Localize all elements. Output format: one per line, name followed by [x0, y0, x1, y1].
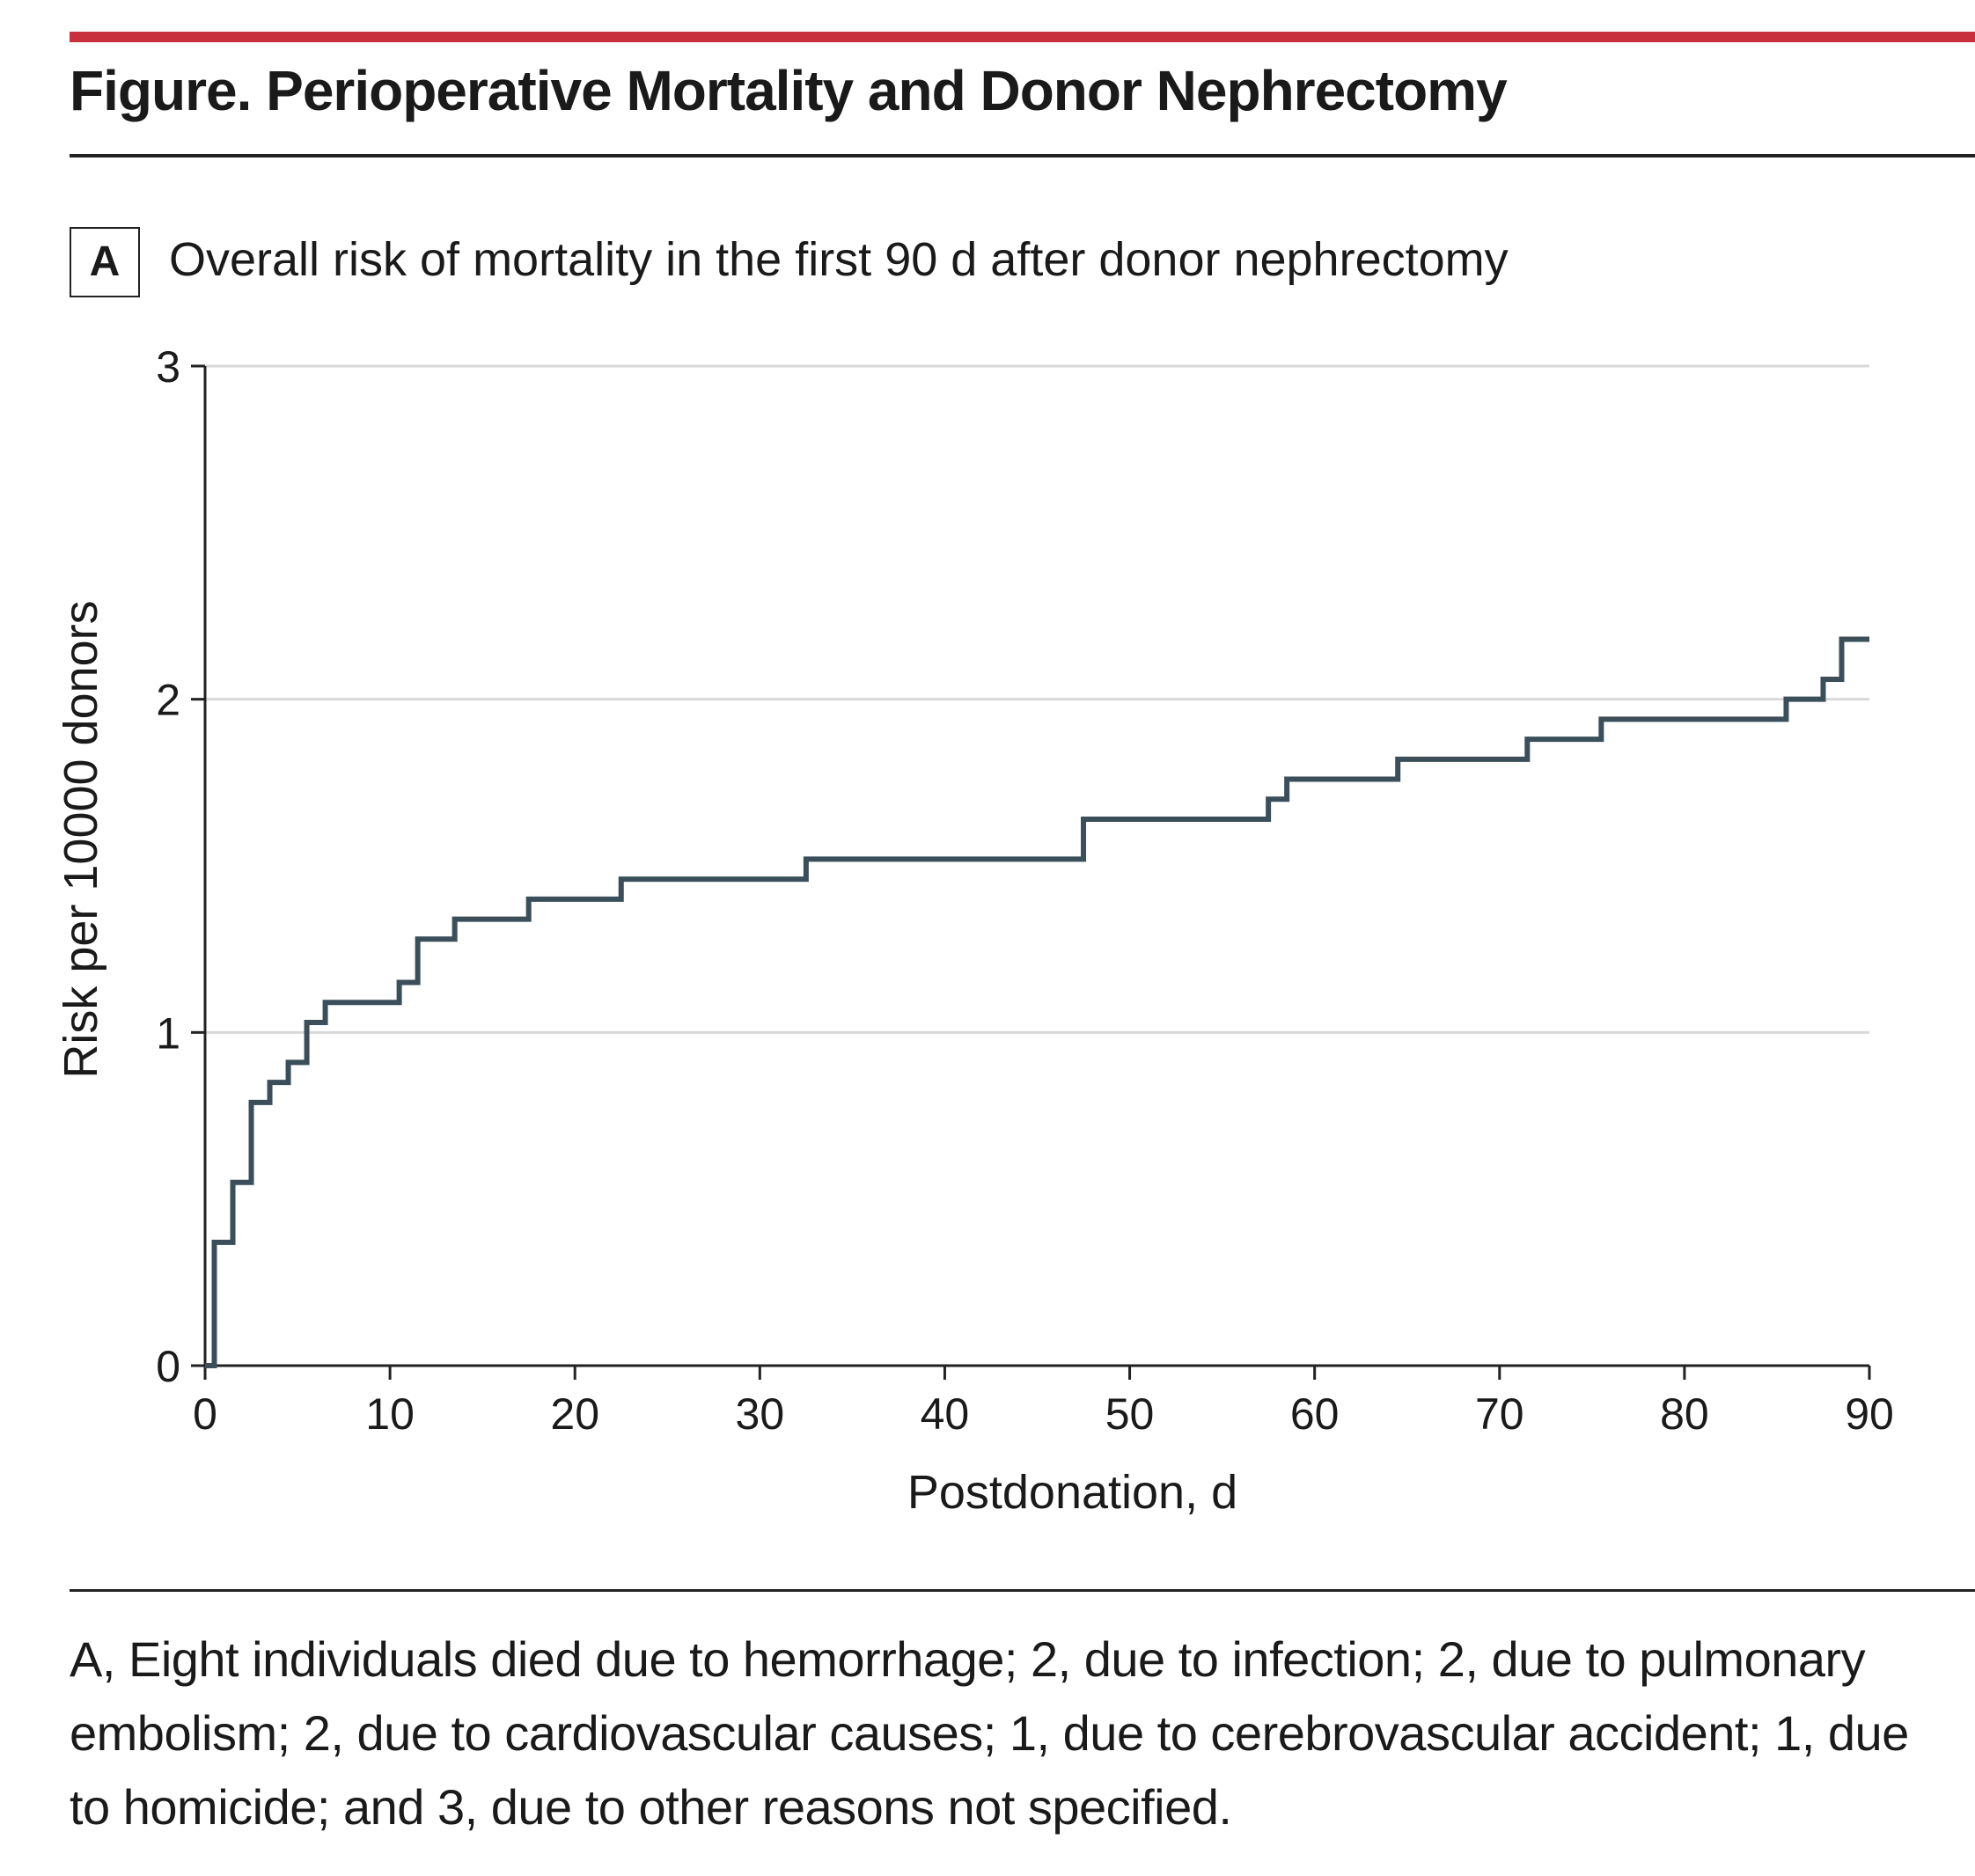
axes [203, 366, 1869, 1367]
x-tick-label-90: 90 [1845, 1389, 1894, 1439]
top-accent-bar [70, 32, 1975, 42]
x-tick-label-40: 40 [921, 1389, 970, 1439]
x-axis-title: Postdonation, d [907, 1466, 1237, 1519]
x-tick-label-30: 30 [736, 1389, 785, 1439]
figure-caption: A, Eight individuals died due to hemorrh… [70, 1631, 1909, 1835]
panel-title: Overall risk of mortality in the first 9… [169, 233, 1509, 286]
y-tick-label-0: 0 [156, 1342, 180, 1391]
x-tick-label-80: 80 [1660, 1389, 1709, 1439]
series [205, 636, 1869, 1368]
gridlines [205, 364, 1869, 1034]
series-line-0 [205, 636, 1869, 1368]
x-tick-label-50: 50 [1105, 1389, 1155, 1439]
y-axis-title: Risk per 10000 donors [55, 600, 107, 1078]
title-rule [70, 154, 1975, 158]
y-tick-label-1: 1 [156, 1008, 180, 1058]
caption-rule [70, 1589, 1975, 1592]
x-tick-label-20: 20 [550, 1389, 599, 1439]
x-tick-label-10: 10 [365, 1389, 415, 1439]
x-tick-label-0: 0 [193, 1389, 217, 1439]
y-tick-label-2: 2 [156, 676, 180, 725]
axis-labels: Postdonation, d Risk per 10000 donors [55, 600, 1237, 1519]
panel-label: A [70, 227, 140, 297]
x-tick-label-60: 60 [1290, 1389, 1340, 1439]
x-tick-label-70: 70 [1475, 1389, 1524, 1439]
figure-title: Figure. Perioperative Mortality and Dono… [70, 59, 1508, 122]
y-tick-label-3: 3 [156, 342, 180, 392]
